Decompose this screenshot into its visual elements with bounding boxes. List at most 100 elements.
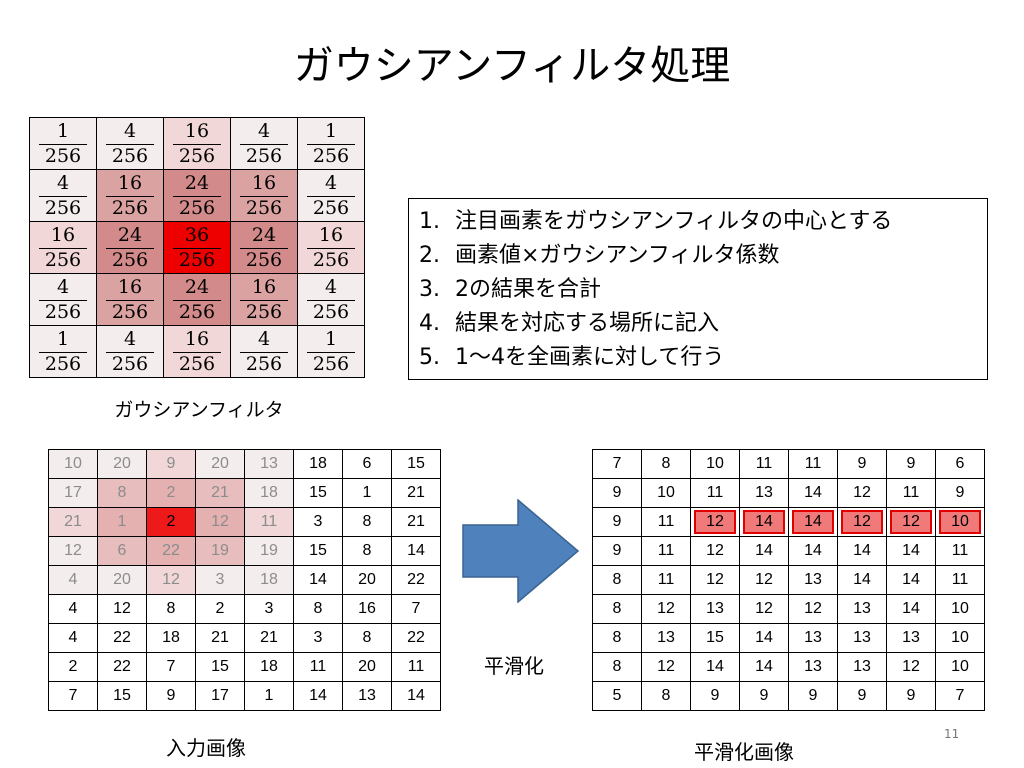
kernel-denominator: 256 (111, 249, 149, 271)
input-cell: 15 (293, 478, 343, 508)
kernel-cell: 16 256 (163, 325, 231, 378)
fraction-bar (173, 196, 221, 197)
input-cell: 6 (97, 536, 147, 566)
kernel-numerator: 16 (50, 224, 76, 246)
output-cell: 14 (788, 507, 838, 537)
output-cell: 13 (690, 594, 740, 624)
kernel-denominator: 256 (111, 301, 149, 323)
kernel-row: 1 256 4 256 16 256 4 256 1 256 (29, 325, 365, 378)
kernel-denominator: 256 (44, 145, 82, 167)
kernel-fraction: 4 256 (240, 329, 288, 375)
output-cell: 6 (935, 449, 985, 479)
kernel-fraction: 16 256 (307, 225, 355, 271)
output-cell: 9 (592, 536, 642, 566)
highlighted-value: 12 (694, 510, 736, 534)
fraction-bar (106, 196, 154, 197)
output-cell: 11 (886, 478, 936, 508)
output-cell: 12 (886, 507, 936, 537)
kernel-row: 4 256 16 256 24 256 16 256 4 256 (29, 273, 365, 326)
kernel-denominator: 256 (111, 353, 149, 375)
output-cell: 14 (739, 536, 789, 566)
output-cell: 11 (641, 536, 691, 566)
output-cell: 14 (837, 536, 887, 566)
step-number: 4. (419, 311, 440, 336)
output-cell: 7 (592, 449, 642, 479)
input-cell: 18 (244, 565, 294, 595)
kernel-row: 1 256 4 256 16 256 4 256 1 256 (29, 117, 365, 170)
kernel-denominator: 256 (312, 249, 350, 271)
input-cell: 8 (146, 594, 196, 624)
kernel-numerator: 16 (117, 172, 143, 194)
kernel-fraction: 4 256 (39, 173, 87, 219)
kernel-numerator: 4 (324, 172, 338, 194)
fraction-bar (173, 248, 221, 249)
kernel-fraction: 16 256 (173, 329, 221, 375)
input-cell: 19 (244, 536, 294, 566)
kernel-denominator: 256 (312, 145, 350, 167)
kernel-cell: 4 256 (29, 273, 97, 326)
input-cell: 15 (391, 449, 441, 479)
fraction-bar (39, 196, 87, 197)
output-cell: 9 (935, 478, 985, 508)
kernel-denominator: 256 (245, 145, 283, 167)
step-text: 1〜4を全画素に対して行う (455, 345, 725, 370)
kernel-numerator: 1 (56, 328, 70, 350)
input-cell: 18 (244, 652, 294, 682)
kernel-numerator: 16 (184, 328, 210, 350)
kernel-numerator: 1 (56, 120, 70, 142)
kernel-fraction: 36 256 (173, 225, 221, 271)
input-cell: 14 (293, 681, 343, 711)
output-cell: 8 (592, 565, 642, 595)
input-cell: 21 (48, 507, 98, 537)
fraction-bar (106, 300, 154, 301)
input-cell: 13 (244, 449, 294, 479)
output-cell: 14 (886, 594, 936, 624)
step-number: 1. (419, 209, 440, 234)
input-cell: 8 (342, 536, 392, 566)
kernel-denominator: 256 (178, 145, 216, 167)
input-cell: 22 (391, 565, 441, 595)
input-row: 2 22 7 15 18 11 20 11 (48, 652, 441, 682)
kernel-fraction: 4 256 (106, 121, 154, 167)
fraction-bar (307, 248, 355, 249)
kernel-denominator: 256 (178, 353, 216, 375)
kernel-fraction: 1 256 (307, 121, 355, 167)
input-cell: 10 (48, 449, 98, 479)
input-cell: 12 (195, 507, 245, 537)
input-cell: 4 (48, 565, 98, 595)
output-cell: 12 (837, 507, 887, 537)
kernel-cell: 16 256 (297, 221, 365, 274)
fraction-bar (307, 144, 355, 145)
output-cell: 14 (739, 652, 789, 682)
step-text: 2の結果を合計 (455, 277, 601, 302)
output-cell: 12 (690, 536, 740, 566)
input-cell: 20 (97, 565, 147, 595)
kernel-fraction: 24 256 (173, 173, 221, 219)
output-cell: 14 (788, 478, 838, 508)
output-cell: 9 (886, 681, 936, 711)
kernel-cell: 36 256 (163, 221, 231, 274)
fraction-bar (240, 144, 288, 145)
output-cell: 13 (739, 478, 789, 508)
step-text: 画素値×ガウシアンフィルタ係数 (455, 243, 780, 268)
kernel-fraction: 16 256 (173, 121, 221, 167)
input-cell: 15 (293, 536, 343, 566)
kernel-denominator: 256 (245, 197, 283, 219)
input-cell: 22 (97, 652, 147, 682)
output-cell: 13 (837, 652, 887, 682)
output-cell: 12 (886, 652, 936, 682)
input-cell: 6 (342, 449, 392, 479)
kernel-cell: 16 256 (29, 221, 97, 274)
output-cell: 11 (935, 536, 985, 566)
kernel-numerator: 16 (184, 120, 210, 142)
input-cell: 20 (342, 652, 392, 682)
input-cell: 14 (391, 536, 441, 566)
input-cell: 9 (146, 449, 196, 479)
output-cell: 14 (739, 507, 789, 537)
fraction-bar (39, 352, 87, 353)
input-row: 4 12 8 2 3 8 16 7 (48, 594, 441, 624)
highlighted-value: 14 (743, 510, 785, 534)
input-cell: 17 (195, 681, 245, 711)
input-cell: 12 (146, 565, 196, 595)
input-image-grid: 10 20 9 20 13 18 6 15 17 8 2 21 18 15 1 21 21 1 2 12 11 3 8 21 1… (48, 449, 441, 711)
